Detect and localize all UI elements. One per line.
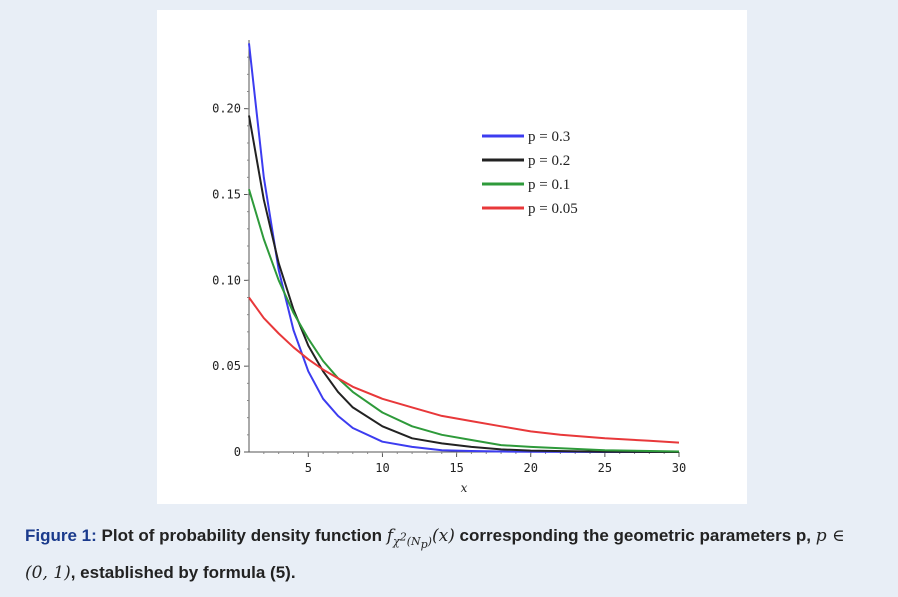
y-tick-label: 0	[234, 445, 241, 459]
caption-text-3: , established by formula (5).	[70, 562, 296, 582]
legend-label-0: p = 0.3	[528, 129, 570, 145]
formula-N-sub: p	[420, 538, 428, 552]
x-tick-label: 25	[598, 461, 612, 475]
density-chart: 00.050.100.150.205 10 15 20 25 30x p = 0.3p =…	[212, 40, 686, 495]
caption-interval: (0, 1)	[25, 562, 71, 583]
chart-ticks: 0 0.05 0.10 0.15 0.20 5 10 15 20 25 30 x	[212, 56, 686, 495]
formula-paren-open: (	[406, 535, 411, 549]
caption-formula: fχ2(Np)(x)	[386, 526, 455, 552]
y-tick-label: 0.20	[212, 102, 241, 116]
figure-caption: Figure 1: Plot of probability density fu…	[25, 522, 885, 587]
figure-panel: 0 0.05 0.10 0.15 0.20 5 10 15 20 25 30 x p = 0.3 p =…	[157, 10, 747, 504]
chart-legend: p = 0.3 p = 0.2 p = 0.1 p = 0.05	[482, 129, 578, 217]
formula-sup: 2	[399, 530, 407, 544]
y-tick-label: 0.10	[212, 273, 241, 287]
legend-label-1: p = 0.2	[528, 153, 570, 169]
x-tick-label: 15	[449, 461, 463, 475]
formula-N: N	[411, 535, 421, 549]
caption-label: Figure 1	[25, 526, 92, 545]
caption-p-in: p ∈	[815, 526, 845, 546]
series-line-3	[248, 296, 680, 444]
x-axis-title: x	[461, 481, 468, 495]
series-line-0	[248, 43, 679, 453]
formula-f: f	[386, 526, 394, 546]
x-tick-label: 10	[375, 461, 389, 475]
caption-text-2: corresponding the geometric parameters p…	[454, 526, 816, 545]
chart-axes	[248, 40, 679, 453]
formula-paren-close: )	[427, 535, 432, 549]
series-line-1	[248, 115, 680, 453]
x-tick-label: 20	[523, 461, 537, 475]
formula-chi: χ	[393, 535, 400, 549]
chart-series	[248, 43, 680, 453]
series-line-2	[248, 189, 680, 453]
x-tick-label: 30	[672, 461, 686, 475]
x-tick-label: 5	[305, 461, 312, 475]
y-tick-label: 0.15	[212, 188, 241, 202]
caption-text-1: Plot of probability density function	[101, 526, 387, 545]
y-tick-label: 0.05	[212, 359, 241, 373]
caption-colon: :	[91, 526, 102, 545]
legend-label-3: p = 0.05	[528, 201, 578, 217]
formula-arg: (x)	[431, 526, 455, 546]
legend-label-2: p = 0.1	[528, 177, 570, 193]
